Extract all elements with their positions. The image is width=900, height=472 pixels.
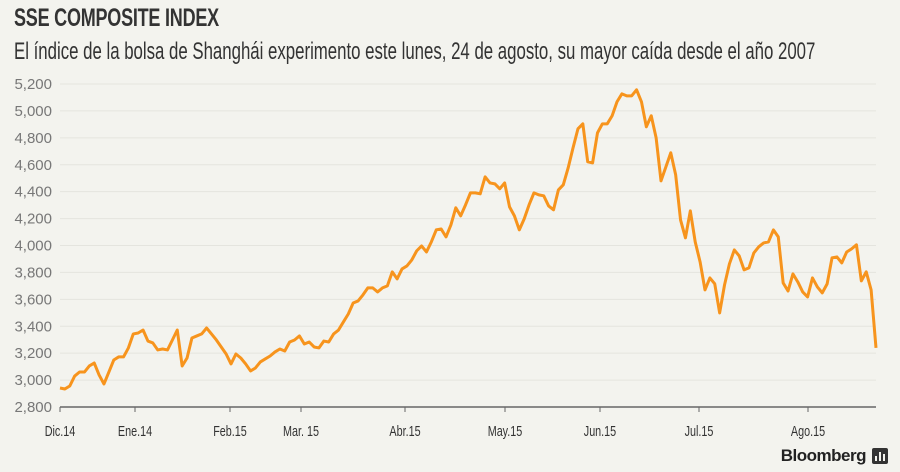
y-tick-label: 4,400 [14,184,52,201]
series-line-sse-composite [59,88,878,391]
x-tick-label: Jul.15 [685,422,714,439]
y-tick-label: 4,800 [14,130,52,147]
x-tick-label: Feb.15 [213,422,247,439]
y-tick-label: 3,800 [14,264,52,281]
y-tick-label: 4,200 [14,211,52,228]
x-tick-label: Jun.15 [584,422,616,439]
y-tick-label: 4,600 [14,157,52,174]
x-tick-label: Ene.14 [118,422,152,439]
y-tick-label: 4,000 [14,238,52,255]
x-tick-label: Mar. 15 [283,422,319,439]
x-tick-label: Ago.15 [791,422,825,439]
y-tick-label: 3,400 [14,318,52,335]
bloomberg-logo-icon [872,448,888,464]
y-tick-label: 2,800 [14,399,52,416]
x-tick-label: May.15 [488,422,523,439]
y-tick-label: 3,200 [14,345,52,362]
x-tick-label: Abr.15 [389,422,420,439]
chart-subtitle: El índice de la bolsa de Shanghái experi… [14,38,816,65]
y-tick-label: 3,600 [14,291,52,308]
x-tick-label: Dic.14 [45,422,76,439]
y-tick-label: 5,200 [14,76,52,93]
y-tick-label: 5,000 [14,103,52,120]
chart-title: SSE COMPOSITE INDEX [14,4,219,32]
bloomberg-brand: Bloomberg [780,446,867,465]
y-tick-label: 3,000 [14,372,52,389]
